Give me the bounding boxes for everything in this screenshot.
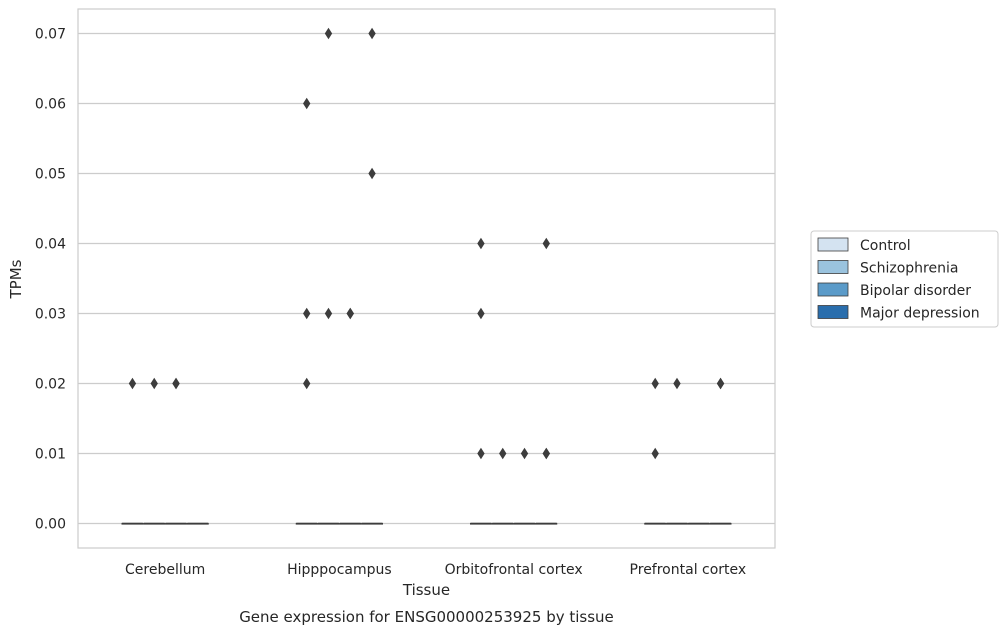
outliers <box>128 27 725 460</box>
y-axis-label: TPMs <box>7 259 25 299</box>
outlier-point <box>520 447 529 460</box>
x-tick-label: Cerebellum <box>125 562 205 578</box>
legend-swatch <box>817 237 849 252</box>
legend-label: Bipolar disorder <box>860 283 971 299</box>
chart-caption: Gene expression for ENSG00000253925 by t… <box>239 608 614 626</box>
y-tick-label: 0.02 <box>35 377 66 393</box>
y-tick-label: 0.05 <box>35 167 66 183</box>
legend-label: Major depression <box>860 306 980 322</box>
legend-swatch <box>817 282 849 297</box>
y-tick-label: 0.03 <box>35 307 66 323</box>
outlier-point <box>303 97 311 110</box>
boxes <box>121 522 732 525</box>
outlier-point <box>716 377 725 390</box>
y-tick-label: 0.00 <box>35 517 66 533</box>
y-tick-label: 0.01 <box>35 447 66 463</box>
outlier-point <box>477 447 485 460</box>
outlier-point <box>172 377 180 390</box>
legend-swatch <box>817 305 849 319</box>
outlier-point <box>324 27 333 40</box>
y-tick-label: 0.06 <box>35 97 66 113</box>
outlier-point <box>128 377 137 390</box>
outlier-point <box>150 377 158 390</box>
outlier-point <box>303 307 311 320</box>
outlier-point <box>673 377 681 390</box>
outlier-point <box>542 447 550 460</box>
outlier-point <box>324 307 333 320</box>
legend-label: Schizophrenia <box>860 261 958 277</box>
legend-label: Control <box>860 238 911 254</box>
outlier-point <box>346 307 354 320</box>
outlier-point <box>651 447 659 460</box>
x-tick-label: Orbitofrontal cortex <box>445 562 583 578</box>
outlier-point <box>477 307 485 320</box>
x-tick-label: Hipppocampus <box>287 562 392 578</box>
x-tick-labels: Cerebellum Hipppocampus Orbitofrontal cort… <box>125 562 746 578</box>
outlier-point <box>542 237 550 250</box>
legend-frame <box>810 230 999 328</box>
outlier-point <box>651 377 659 390</box>
y-tick-label: 0.07 <box>35 27 66 43</box>
x-tick-label: Prefrontal cortex <box>630 562 747 578</box>
legend: Control Schizophrenia Bipolar disorder Majo… <box>810 230 999 328</box>
y-tick-label: 0.04 <box>35 237 66 253</box>
y-gridlines <box>78 32 775 525</box>
x-axis-label: Tissue <box>402 581 450 599</box>
legend-swatch <box>817 260 849 274</box>
outlier-point <box>499 447 507 460</box>
outlier-point <box>368 167 376 180</box>
outlier-point <box>303 377 311 390</box>
outlier-point <box>368 27 376 40</box>
plot-area <box>77 8 776 549</box>
outlier-point <box>477 237 485 250</box>
y-tick-labels: 0.00 0.01 0.02 0.03 0.04 0.05 0.06 0.07 <box>35 27 66 533</box>
